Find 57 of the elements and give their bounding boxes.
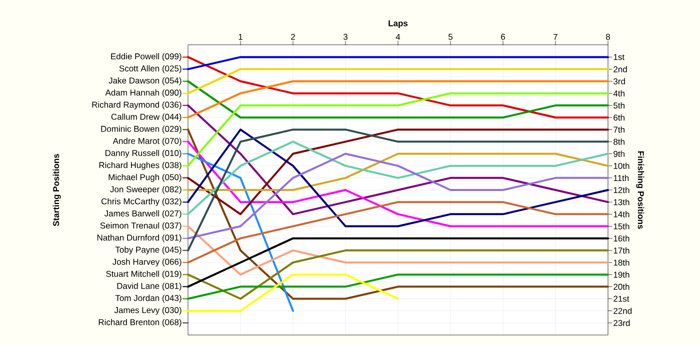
x-tick-label: 5: [448, 34, 453, 40]
legend-label: Richard Brenton (068): [98, 318, 182, 327]
y2-tick-label: 3rd: [614, 78, 625, 84]
x-tick-label: 8: [606, 34, 610, 40]
legend-label: Toby Payne (045): [115, 246, 182, 254]
y2-tick-label: 2nd: [614, 66, 627, 72]
legend-label: Eddie Powell (099): [111, 53, 182, 62]
x-tick-label: 3: [343, 34, 348, 40]
x-tick-label: 4: [396, 34, 400, 40]
y2-tick-label: 17th: [614, 247, 630, 254]
y2-tick-label: 12th: [614, 186, 630, 194]
y2-tick-label: 18th: [614, 259, 630, 266]
y2-tick-label: 21st: [614, 296, 630, 302]
y2-tick-label: 14th: [614, 211, 630, 218]
legend-label: Stuart Mitchell (019): [106, 270, 182, 279]
legend-label: Richard Raymond (036): [92, 101, 182, 110]
legend-label: Adam Hannah (090): [105, 89, 182, 98]
y2-tick-label: 11th: [614, 174, 629, 182]
legend-label: Josh Harvey (066): [112, 258, 182, 266]
legend-label: Tom Jordan (043): [115, 294, 182, 303]
legend-label: Scott Allen (025): [119, 65, 182, 74]
y2-tick-label: 5th: [614, 102, 624, 109]
legend-label: Seimon Trenaul (037): [100, 222, 182, 230]
y2-tick-label: 22nd: [614, 308, 632, 314]
legend-label: Jake Dawson (054): [108, 77, 182, 86]
x-tick-label: 2: [291, 34, 295, 40]
y2-axis-title: Finishing Positions: [636, 151, 644, 229]
y2-tick-label: 23rd: [614, 320, 630, 326]
legend-label: Richard Hughes (038): [99, 162, 182, 170]
x-tick-label: 1: [238, 34, 242, 40]
text: Starting Positions: [52, 154, 61, 226]
legend-label: Callum Drew (044): [111, 114, 182, 122]
y2-tick-label: 16th: [614, 235, 630, 242]
legend-label: Andre Marot (070): [112, 138, 182, 146]
legend-label: James Levy (030): [114, 306, 182, 315]
y2-tick-label: 13th: [614, 198, 630, 206]
y2-tick-label: 10th: [614, 162, 630, 169]
legend-label: David Lane (081): [117, 282, 182, 291]
x-tick-label: 6: [501, 34, 505, 40]
y2-tick-label: 9th: [614, 150, 624, 157]
y2-tick-label: 19th: [614, 271, 630, 278]
legend-label: James Barwell (027): [104, 210, 182, 218]
y2-tick-label: 15th: [614, 223, 630, 230]
y2-tick-label: 8th: [614, 138, 624, 145]
y2-tick-label: 7th: [614, 126, 624, 133]
legend-label: Michael Pugh (050): [108, 174, 182, 182]
x-tick-label: 7: [554, 34, 558, 40]
y2-tick-label: 6th: [614, 114, 624, 121]
legend-label: Chris McCarthy (032): [101, 198, 182, 206]
x-axis-title: Laps: [388, 20, 408, 28]
y2-tick-label: 4th: [613, 90, 624, 96]
legend-label: Danny Russell (010): [105, 150, 182, 158]
legend-label: Nathan Durnford (091): [97, 234, 182, 242]
legend-label: Dominic Bowen (029): [101, 126, 182, 134]
y2-tick-label: 20th: [614, 284, 630, 290]
legend-label: Jon Sweeper (082): [110, 186, 182, 194]
y2-tick-label: 1st: [614, 54, 624, 60]
